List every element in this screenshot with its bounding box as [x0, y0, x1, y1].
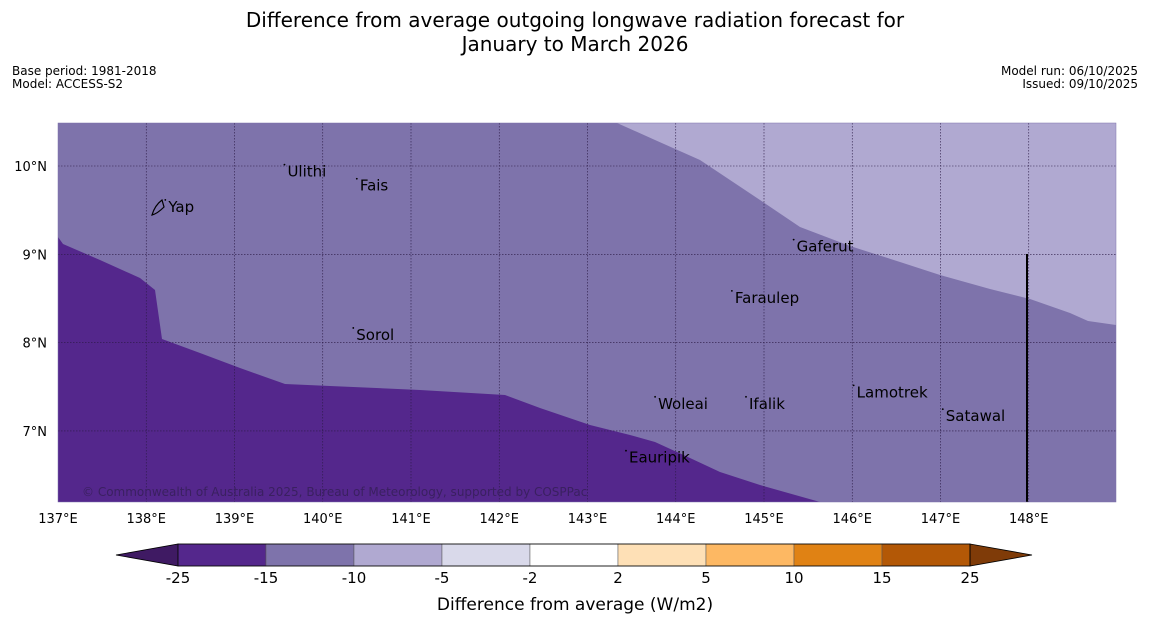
attribution: © Commonwealth of Australia 2025, Bureau…	[82, 485, 587, 499]
place-marker	[625, 449, 627, 452]
lon-tick-label: 138°E	[126, 512, 166, 527]
lon-tick-label: 137°E	[38, 512, 78, 527]
colorbar-label: Difference from average (W/m2)	[437, 595, 713, 615]
lon-tick-label: 140°E	[303, 512, 343, 527]
colorbar-swatch	[705, 543, 795, 567]
colorbar-tick-label: 15	[872, 569, 891, 587]
map-title: Difference from average outgoing longwav…	[0, 8, 1150, 56]
lat-tick-labels: 10°N 9°N 8°N 7°N	[14, 160, 47, 440]
place-labels: Yap Ulithi Fais Sorol Gaferut Faraulep Woleai I…	[164, 163, 1005, 467]
place-marker	[852, 384, 855, 387]
colorbar-swatch	[265, 543, 355, 567]
place-label: Satawal	[946, 407, 1005, 425]
region-minus25-minus15	[58, 237, 820, 502]
place-label: Woleai	[658, 395, 708, 413]
meta-right: Model run: 06/10/2025 Issued: 09/10/2025	[1001, 65, 1138, 91]
place-label: Gaferut	[797, 238, 854, 256]
title-line-1: Difference from average outgoing longwav…	[245, 8, 905, 32]
lat-tick-label: 10°N	[14, 160, 47, 175]
colorbar-tick-label: -10	[342, 569, 367, 587]
meta-left: Base period: 1981-2018 Model: ACCESS-S2	[12, 65, 157, 91]
lon-tick-label: 146°E	[832, 512, 872, 527]
place-label: Ulithi	[287, 163, 326, 181]
model-run: Model run: 06/10/2025	[1000, 64, 1138, 78]
lon-tick-label: 139°E	[215, 512, 255, 527]
colorbar-extend-low	[115, 543, 179, 567]
colorbar-tick-label: -25	[166, 569, 191, 587]
lon-tick-label: 147°E	[921, 512, 961, 527]
colorbar-swatch	[617, 543, 707, 567]
lon-tick-label: 142°E	[479, 512, 519, 527]
colorbar-tick-label: 5	[701, 569, 711, 587]
model-name: Model: ACCESS-S2	[12, 77, 124, 91]
colorbar-tick-label: -2	[523, 569, 538, 587]
lon-tick-label: 148°E	[1009, 512, 1049, 527]
place-label: Yap	[167, 198, 194, 216]
issued-date: Issued: 09/10/2025	[1022, 77, 1138, 91]
place-label: Ifalik	[749, 395, 785, 413]
colorbar-tick-label: -5	[435, 569, 450, 587]
place-marker	[355, 177, 358, 180]
place-marker	[745, 395, 747, 398]
place-label: Eauripik	[629, 449, 690, 467]
lat-tick-label: 7°N	[23, 425, 48, 440]
base-period: Base period: 1981-2018	[12, 64, 157, 78]
colorbar-tick-label: 10	[784, 569, 803, 587]
lon-tick-label: 143°E	[568, 512, 608, 527]
colorbar-swatch	[353, 543, 443, 567]
region-minus10-minus5	[617, 123, 1116, 325]
lon-tick-label: 145°E	[744, 512, 784, 527]
title-line-2: January to March 2026	[461, 32, 689, 56]
colorbar-extend-high	[969, 543, 1033, 567]
map-area: Yap Ulithi Fais Sorol Gaferut Faraulep Woleai I…	[58, 123, 1116, 502]
lon-tick-label: 144°E	[656, 512, 696, 527]
place-marker	[941, 408, 944, 411]
place-label: Sorol	[356, 326, 394, 344]
lon-tick-labels: 137°E 138°E 139°E 140°E 141°E 142°E 143°E 144°E…	[38, 512, 1048, 527]
lat-tick-label: 9°N	[23, 248, 48, 263]
colorbar-swatch	[529, 543, 619, 567]
graticule	[58, 123, 1116, 502]
place-label: Fais	[360, 177, 389, 195]
place-marker	[352, 327, 355, 329]
place-marker	[164, 199, 167, 201]
place-marker	[654, 395, 656, 398]
colorbar-swatch	[881, 543, 971, 567]
place-label: Faraulep	[735, 289, 799, 307]
colorbar-swatch	[793, 543, 883, 567]
colorbar: -25 -15 -10 -5 -2 2 5 10 15 25	[115, 543, 1033, 587]
colorbar-tick-label: -15	[254, 569, 279, 587]
colorbar-tick-label: 2	[613, 569, 623, 587]
colorbar-frame	[177, 543, 971, 567]
place-marker	[730, 289, 733, 292]
place-label: Lamotrek	[857, 383, 928, 401]
colorbar-swatch	[441, 543, 531, 567]
lon-tick-label: 141°E	[391, 512, 431, 527]
map-frame	[57, 122, 1117, 503]
place-marker	[792, 238, 795, 241]
yap-island-outline	[151, 198, 165, 216]
colorbar-swatch	[177, 543, 267, 567]
place-marker	[283, 163, 286, 166]
lat-tick-label: 8°N	[23, 337, 48, 352]
colorbar-tick-label: 25	[960, 569, 979, 587]
